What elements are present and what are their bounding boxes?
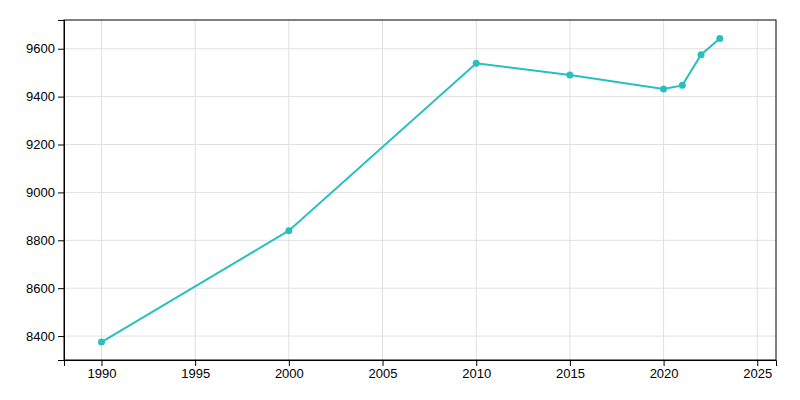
point <box>566 72 573 79</box>
tick: 2005 <box>369 360 398 381</box>
tick-mark <box>58 288 64 289</box>
tick: 8800 <box>26 233 64 248</box>
tick-mark <box>58 192 64 193</box>
point <box>660 85 667 92</box>
tick-mark <box>195 360 196 366</box>
tick-mark <box>289 360 290 366</box>
tick: 2000 <box>275 360 304 381</box>
tick-label: 1995 <box>181 366 210 381</box>
tick-label: 9000 <box>26 185 55 200</box>
grid <box>64 20 776 360</box>
tick-label: 9200 <box>26 137 55 152</box>
point <box>285 227 292 234</box>
tick: 9400 <box>26 89 64 104</box>
grid-line <box>64 192 776 193</box>
point <box>698 51 705 58</box>
grid-line <box>757 20 758 360</box>
point <box>679 82 686 89</box>
tick-mark <box>570 360 571 366</box>
x-axis: 1990 1995 2000 2005 2010 2015 2020 2025 <box>65 360 777 381</box>
tick-mark <box>58 97 64 98</box>
tick-label: 2010 <box>462 366 491 381</box>
grid-line <box>64 288 776 289</box>
grid-line <box>64 336 776 337</box>
tick-label: 2005 <box>369 366 398 381</box>
tick: 2020 <box>650 360 679 381</box>
tick-mark <box>101 360 102 366</box>
tick-label: 2025 <box>743 366 772 381</box>
tick-mark <box>383 360 384 366</box>
grid-line <box>476 20 477 360</box>
tick: 2015 <box>556 360 585 381</box>
y-axis: 8400 8600 8800 9000 9200 9400 9600 <box>26 21 64 361</box>
grid-line <box>64 240 776 241</box>
tick-label: 2015 <box>556 366 585 381</box>
grid-line <box>569 20 570 360</box>
point <box>473 60 480 67</box>
chart: 1990 1995 2000 2005 2010 2015 2020 2025 8400 8600… <box>0 0 800 400</box>
axis-line <box>65 361 777 367</box>
tick-mark <box>58 49 64 50</box>
tick-label: 2000 <box>275 366 304 381</box>
tick-mark <box>476 360 477 366</box>
grid-line <box>663 20 664 360</box>
tick: 2025 <box>743 360 772 381</box>
tick: 9200 <box>26 137 64 152</box>
tick-label: 8400 <box>26 329 55 344</box>
grid-line <box>64 96 776 97</box>
tick-mark <box>757 360 758 366</box>
tick-label: 1990 <box>88 366 117 381</box>
grid-line <box>64 48 776 49</box>
line <box>101 38 719 342</box>
grid-line <box>288 20 289 360</box>
grid-line <box>64 144 776 145</box>
axis-line <box>58 21 65 361</box>
tick-mark <box>58 240 64 241</box>
tick: 8600 <box>26 281 64 296</box>
grid-line <box>382 20 383 360</box>
point <box>98 339 105 346</box>
tick-label: 2020 <box>650 366 679 381</box>
tick-label: 8600 <box>26 281 55 296</box>
grid-line <box>195 20 196 360</box>
point <box>716 35 723 42</box>
tick-label: 9400 <box>26 89 55 104</box>
tick: 1990 <box>88 360 117 381</box>
tick: 1995 <box>181 360 210 381</box>
marks <box>98 35 723 346</box>
plot: 1990 1995 2000 2005 2010 2015 2020 2025 8400 8600… <box>26 20 776 381</box>
tick: 8400 <box>26 329 64 344</box>
tick: 9600 <box>26 41 64 56</box>
tick-mark <box>664 360 665 366</box>
grid-line <box>101 20 102 360</box>
tick: 2010 <box>462 360 491 381</box>
tick-label: 8800 <box>26 233 55 248</box>
tick: 9000 <box>26 185 64 200</box>
plot-frame <box>64 20 776 360</box>
tick-label: 9600 <box>26 41 55 56</box>
tick-mark <box>58 145 64 146</box>
tick-mark <box>58 336 64 337</box>
